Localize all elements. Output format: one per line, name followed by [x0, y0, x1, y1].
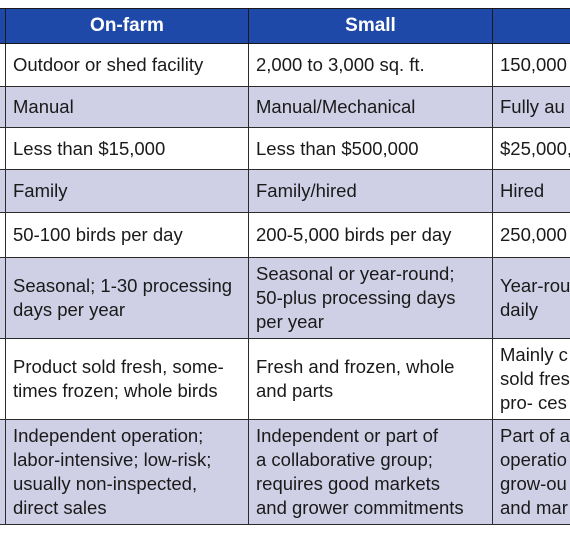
on-farm-cell: Less than $15,000 — [5, 127, 249, 170]
large-cell: Mainly c sold fres pro- ces — [492, 338, 570, 420]
table-row: Independent operation; labor-intensive; … — [0, 419, 570, 525]
table-row: Seasonal; 1-30 processing days per year … — [0, 257, 570, 339]
large-cell: Hired — [492, 169, 570, 213]
table-row: Family Family/hired Hired — [0, 169, 570, 213]
cell-line: pro- ces — [500, 392, 567, 413]
header-row: On-farm Small — [0, 8, 570, 44]
processing-scale-comparison-table: On-farm Small Outdoor or shed facility 2… — [0, 8, 570, 525]
cell-line: usually non-inspected, — [13, 473, 198, 494]
cell-line: Independent or part of — [256, 425, 439, 446]
cell-line: times frozen; whole birds — [13, 380, 218, 401]
cell-line: Seasonal or year-round; — [256, 263, 455, 284]
table-row: Outdoor or shed facility 2,000 to 3,000 … — [0, 43, 570, 87]
cell-line: requires good markets — [256, 473, 441, 494]
cell-line: Independent operation; — [13, 425, 204, 446]
cell-line: direct sales — [13, 497, 107, 518]
cell-line: sold fres — [500, 368, 570, 389]
small-cell: 2,000 to 3,000 sq. ft. — [248, 43, 493, 87]
on-farm-cell: Family — [5, 169, 249, 213]
comparison-table-container: On-farm Small Outdoor or shed facility 2… — [0, 8, 570, 525]
cell-line: days per year — [13, 299, 126, 320]
cell-line: 50-plus processing days — [256, 287, 456, 308]
on-farm-cell: Outdoor or shed facility — [5, 43, 249, 87]
table-row: Manual Manual/Mechanical Fully au — [0, 86, 570, 128]
on-farm-cell: Independent operation; labor-intensive; … — [5, 419, 249, 525]
on-farm-cell: Manual — [5, 86, 249, 128]
cell-line: Part of a — [500, 425, 570, 446]
large-cell: $25,000, — [492, 127, 570, 170]
on-farm-cell: Seasonal; 1-30 processing days per year — [5, 257, 249, 339]
small-cell: Seasonal or year-round; 50-plus processi… — [248, 257, 493, 339]
small-cell: Fresh and frozen, whole and parts — [248, 338, 493, 420]
cell-line: per year — [256, 311, 324, 332]
table-row: 50-100 birds per day 200-5,000 birds per… — [0, 212, 570, 258]
cell-line: operatio — [500, 449, 567, 470]
cell-line: labor-intensive; low-risk; — [13, 449, 212, 470]
table-row: Product sold fresh, some- times frozen; … — [0, 338, 570, 420]
on-farm-cell: 50-100 birds per day — [5, 212, 249, 258]
cell-line: grow-ou — [500, 473, 567, 494]
cell-line: Seasonal; 1-30 processing — [13, 275, 233, 296]
cell-line: Fresh and frozen, whole — [256, 356, 455, 377]
large-cell: Part of a operatio grow-ou and mar — [492, 419, 570, 525]
cell-line: Year-rou — [500, 275, 570, 296]
small-cell: Less than $500,000 — [248, 127, 493, 170]
table-row: Less than $15,000 Less than $500,000 $25… — [0, 127, 570, 170]
cell-line: a collaborative group; — [256, 449, 433, 470]
header-on-farm: On-farm — [5, 8, 249, 44]
small-cell: 200-5,000 birds per day — [248, 212, 493, 258]
large-cell: 150,000 — [492, 43, 570, 87]
small-cell: Independent or part of a collaborative g… — [248, 419, 493, 525]
header-large — [492, 8, 570, 44]
cell-line: Mainly c — [500, 344, 568, 365]
header-small: Small — [248, 8, 493, 44]
cell-line: and mar — [500, 497, 568, 518]
large-cell: Fully au — [492, 86, 570, 128]
cell-line: daily — [500, 299, 539, 320]
cell-line: and parts — [256, 380, 334, 401]
on-farm-cell: Product sold fresh, some- times frozen; … — [5, 338, 249, 420]
large-cell: Year-rou daily — [492, 257, 570, 339]
cell-line: and grower commitments — [256, 497, 464, 518]
small-cell: Manual/Mechanical — [248, 86, 493, 128]
large-cell: 250,000 — [492, 212, 570, 258]
cell-line: Product sold fresh, some- — [13, 356, 224, 377]
small-cell: Family/hired — [248, 169, 493, 213]
